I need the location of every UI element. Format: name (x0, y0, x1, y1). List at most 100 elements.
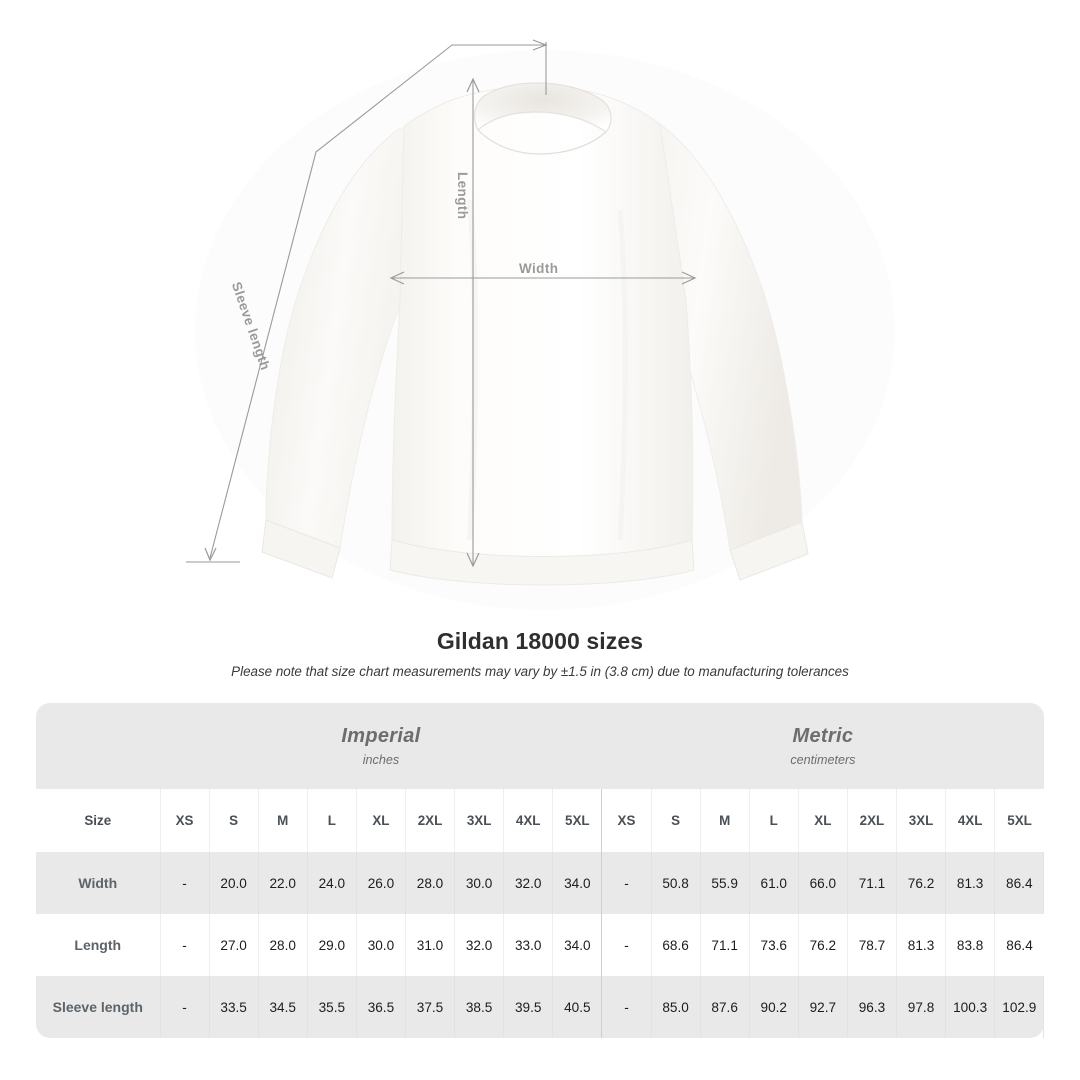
cell-sleeve-length-imperial-xl: 36.5 (356, 976, 406, 1038)
table-row: Length -27.0 28.0 29.0 30.0 31.0 32.0 33.0 34.0-… (36, 914, 1044, 976)
header-size-metric-3xl: 3XL (896, 789, 947, 852)
cell-length-imperial-4xl: 33.0 (503, 914, 554, 976)
cell-length-imperial-2xl: 31.0 (405, 914, 456, 976)
cell-length-metric-xl: 76.2 (798, 914, 848, 976)
header-size-imperial-3xl: 3XL (454, 789, 505, 852)
cell-sleeve-length-metric-m: 87.6 (700, 976, 750, 1038)
cell-width-imperial-m: 22.0 (258, 852, 308, 914)
header-size-imperial-xs: XS (160, 789, 210, 852)
cell-sleeve-length-metric-s: 85.0 (651, 976, 701, 1038)
tolerance-note: Please note that size chart measurements… (231, 664, 849, 679)
bottom-hem (389, 539, 695, 586)
cell-sleeve-length-imperial-4xl: 39.5 (503, 976, 554, 1038)
cell-sleeve-length-metric-3xl: 97.8 (896, 976, 947, 1038)
cell-length-metric-2xl: 78.7 (847, 914, 897, 976)
fabric-fold-right (617, 209, 628, 541)
cell-sleeve-length-imperial-3xl: 38.5 (454, 976, 505, 1038)
cell-width-imperial-xl: 26.0 (356, 852, 406, 914)
unit-system-unit: inches (362, 753, 400, 767)
table-row: Sleeve length -33.5 34.5 35.5 36.5 37.5 38.5 39… (36, 976, 1045, 1038)
cell-length-imperial-5xl: 34.0 (552, 914, 603, 976)
header-size-metric-s: S (651, 789, 701, 852)
cell-width-metric-m: 55.9 (700, 852, 750, 914)
page-title: Gildan 18000 sizes (436, 628, 644, 654)
unit-system-name: Metric (792, 725, 854, 747)
header-size-metric-4xl: 4XL (945, 789, 996, 852)
header-size-metric-l: L (749, 789, 799, 852)
header-size-metric-5xl: 5XL (994, 789, 1044, 852)
cell-length-metric-4xl: 83.8 (945, 914, 996, 976)
cell-width-metric-2xl: 71.1 (847, 852, 897, 914)
size-chart-table-wrapper: Imperial inches Metric centimeters Size XS S M L… (36, 703, 1045, 1038)
cell-length-imperial-m: 28.0 (258, 914, 308, 976)
cell-sleeve-length-imperial-5xl: 40.5 (552, 976, 603, 1038)
header-size-imperial-4xl: 4XL (503, 789, 554, 852)
cell-sleeve-length-metric-xl: 92.7 (798, 976, 848, 1038)
cell-width-metric-l: 61.0 (749, 852, 799, 914)
header-size-imperial-m: M (258, 789, 308, 852)
row-label-width: Width (36, 852, 161, 914)
cell-sleeve-length-metric-xs: - (601, 976, 652, 1038)
banner-spacer (36, 703, 160, 789)
cell-length-imperial-s: 27.0 (209, 914, 259, 976)
header-size-imperial-l: L (307, 789, 357, 852)
header-size-metric-2xl: 2XL (847, 789, 897, 852)
right-cuff (729, 521, 809, 581)
header-size-imperial-5xl: 5XL (552, 789, 603, 852)
cell-sleeve-length-imperial-m: 34.5 (258, 976, 308, 1038)
cell-width-metric-5xl: 86.4 (994, 852, 1045, 914)
cell-sleeve-length-metric-l: 90.2 (749, 976, 799, 1038)
row-label-length: Length (36, 914, 161, 976)
collar-inner-edge (477, 129, 607, 155)
cell-length-imperial-xl: 30.0 (356, 914, 406, 976)
cell-width-imperial-5xl: 34.0 (552, 852, 603, 914)
cell-length-imperial-xs: - (160, 914, 210, 976)
row-label-sleeve-length: Sleeve length (36, 976, 161, 1038)
sweatshirt-body (391, 85, 694, 564)
header-size-imperial-s: S (209, 789, 259, 852)
width-label: Width (519, 261, 559, 276)
unit-system-unit: centimeters (790, 753, 856, 767)
header-size-imperial-2xl: 2XL (405, 789, 456, 852)
cell-width-imperial-2xl: 28.0 (405, 852, 456, 914)
cell-width-imperial-s: 20.0 (209, 852, 259, 914)
cell-sleeve-length-imperial-xs: - (160, 976, 210, 1038)
cell-length-imperial-3xl: 32.0 (454, 914, 505, 976)
cell-sleeve-length-imperial-2xl: 37.5 (405, 976, 456, 1038)
cell-sleeve-length-imperial-l: 35.5 (307, 976, 357, 1038)
cell-length-metric-xs: - (601, 914, 652, 976)
width-guide (389, 271, 697, 285)
header-size-label: Size (36, 789, 161, 852)
cell-width-imperial-4xl: 32.0 (503, 852, 554, 914)
cell-width-imperial-xs: - (160, 852, 210, 914)
header-size-metric-m: M (700, 789, 750, 852)
sleeve-length-guide (186, 39, 548, 563)
cell-length-metric-3xl: 81.3 (896, 914, 947, 976)
cell-length-imperial-l: 29.0 (307, 914, 357, 976)
cell-width-metric-xs: - (601, 852, 652, 914)
cell-width-metric-4xl: 81.3 (945, 852, 996, 914)
chart-heading: Gildan 18000 sizes Please note that size… (0, 628, 1080, 679)
length-guide (466, 77, 480, 568)
sweatshirt-illustration (186, 39, 809, 586)
left-cuff (261, 519, 341, 579)
length-label: Length (455, 172, 470, 220)
unit-system-metric: Metric centimeters (601, 703, 1044, 789)
header-size-metric-xs: XS (601, 789, 652, 852)
unit-system-banner: Imperial inches Metric centimeters (36, 703, 1044, 789)
header-size-imperial-xl: XL (356, 789, 406, 852)
cell-sleeve-length-metric-5xl: 102.9 (994, 976, 1045, 1038)
cell-length-metric-l: 73.6 (749, 914, 799, 976)
cell-width-imperial-3xl: 30.0 (454, 852, 505, 914)
cell-length-metric-s: 68.6 (651, 914, 701, 976)
size-chart-table: Imperial inches Metric centimeters Size XS S M L… (36, 703, 1045, 1038)
cell-width-metric-s: 50.8 (651, 852, 701, 914)
cell-length-metric-m: 71.1 (700, 914, 750, 976)
garment-diagram: Length Width Sleeve length (186, 39, 809, 586)
cell-sleeve-length-imperial-s: 33.5 (209, 976, 259, 1038)
unit-system-name: Imperial (341, 725, 421, 747)
cell-width-imperial-l: 24.0 (307, 852, 357, 914)
cell-sleeve-length-metric-4xl: 100.3 (945, 976, 996, 1038)
cell-width-metric-xl: 66.0 (798, 852, 848, 914)
table-row: Width -20.0 22.0 24.0 26.0 28.0 30.0 32.0 34.0-5… (36, 852, 1045, 914)
